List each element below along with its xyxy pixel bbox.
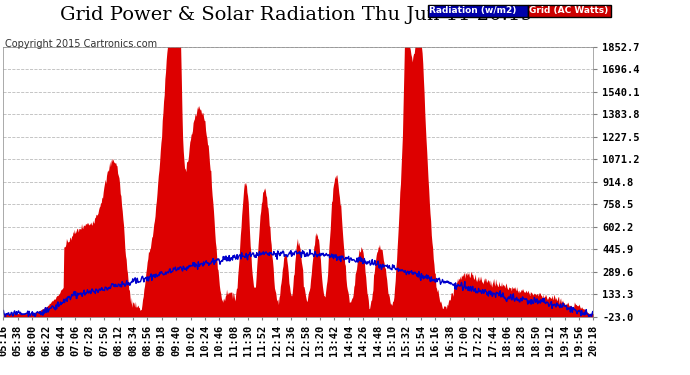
Text: Copyright 2015 Cartronics.com: Copyright 2015 Cartronics.com <box>5 39 157 50</box>
Text: Radiation (w/m2): Radiation (w/m2) <box>429 6 517 15</box>
Text: Grid Power & Solar Radiation Thu Jun 11 20:19: Grid Power & Solar Radiation Thu Jun 11 … <box>60 6 533 24</box>
Text: Grid (AC Watts): Grid (AC Watts) <box>529 6 609 15</box>
